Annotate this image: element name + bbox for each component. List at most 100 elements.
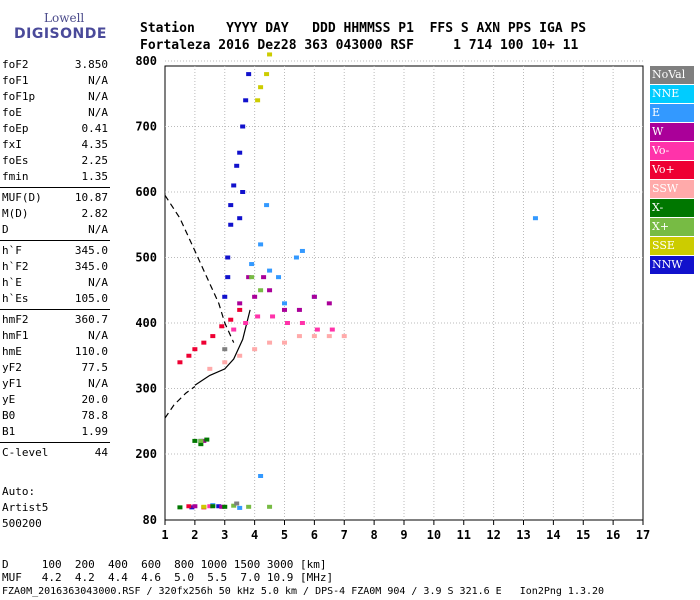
data-point-sse (267, 52, 273, 57)
param-label: foEs (2, 154, 29, 167)
profile-trace-dashed (164, 386, 196, 419)
data-point-w (326, 301, 332, 306)
data-point-nnw (222, 294, 228, 299)
y-tick-label: 800 (135, 54, 157, 68)
header-line-1: Station YYYY DAY DDD HHMMSS P1 FFS S AXN… (140, 21, 587, 36)
data-point-vo- (231, 327, 237, 332)
x-tick-label: 17 (636, 528, 650, 542)
data-point-x- (246, 504, 252, 509)
y-tick-label: 400 (135, 316, 157, 330)
param-value: 360.7 (74, 313, 108, 326)
x-tick-label: 8 (371, 528, 378, 542)
data-point-x- (198, 438, 204, 443)
y-tick-label: 600 (135, 185, 157, 199)
data-point-vo- (314, 327, 320, 332)
legend-item-vo-: Vo+ (650, 161, 694, 179)
parameters-panel: foF2 3.850 foF1 N/A foF1p N/A foE N/A foEp 0.41 fx… (0, 57, 110, 461)
data-point-x- (198, 442, 204, 447)
x-tick-label: 12 (486, 528, 500, 542)
param-value: 10.87 (74, 191, 108, 204)
legend-item-noval: NoVal (650, 66, 694, 84)
data-point-ssw (237, 353, 243, 358)
param-label: yF2 (2, 361, 22, 374)
param-row: hmF2 360.7 (0, 312, 110, 328)
data-point-nnw (240, 190, 246, 194)
data-point-ssw (267, 340, 273, 345)
x-tick-label: 16 (606, 528, 620, 542)
data-point-sse (201, 504, 207, 509)
param-label: h`F2 (2, 260, 29, 273)
data-point-nnw (243, 98, 249, 103)
param-label: MUF(D) (2, 191, 42, 204)
param-row: D N/A (0, 222, 110, 238)
param-value: 1.35 (81, 170, 109, 183)
data-point-e (258, 242, 264, 247)
data-point-w (237, 301, 243, 306)
data-point-ssw (341, 334, 347, 339)
data-point-vo- (192, 347, 198, 352)
x-tick-label: 7 (341, 528, 348, 542)
data-point-vo- (329, 327, 335, 332)
param-value: N/A (88, 377, 108, 390)
param-row: foE N/A (0, 105, 110, 121)
param-label: foF2 (2, 58, 29, 71)
data-point-nnw (216, 504, 222, 509)
x-tick-label: 13 (516, 528, 530, 542)
param-row: B0 78.8 (0, 408, 110, 424)
data-point-e (258, 474, 264, 478)
param-divider (0, 187, 110, 188)
profile-trace-solid (194, 309, 251, 386)
data-point-e (276, 275, 282, 280)
param-row: foF1p N/A (0, 89, 110, 105)
param-value: 44 (94, 446, 108, 459)
param-row: foF2 3.850 (0, 57, 110, 73)
data-point-w (282, 307, 287, 312)
param-row: C-level 44 (0, 445, 110, 461)
param-value: 1.99 (81, 425, 109, 438)
param-row: M(D) 2.82 (0, 206, 110, 222)
param-value: 110.0 (74, 345, 108, 358)
legend-item-ssw: SSW (650, 180, 694, 198)
param-row: h`Es 105.0 (0, 291, 110, 307)
data-point-e (293, 255, 299, 260)
y-tick-label: 900 (135, 0, 157, 3)
legend-item-vo-: Vo- (650, 142, 694, 160)
param-row: h`F2 345.0 (0, 259, 110, 275)
data-point-w (219, 504, 225, 509)
data-point-ssw (222, 360, 228, 365)
data-point-ssw (282, 340, 287, 345)
data-point-w (246, 275, 252, 280)
param-label: hmE (2, 345, 22, 358)
param-row: h`F 345.0 (0, 243, 110, 259)
muf-table: D 100 200 400 600 800 1000 1500 3000 [km… (2, 558, 333, 584)
data-point-vo- (255, 314, 261, 319)
param-value: 20.0 (81, 393, 109, 406)
param-label: C-level (2, 446, 49, 459)
param-label: fxI (2, 138, 22, 151)
x-tick-label: 14 (546, 528, 560, 542)
param-divider (0, 309, 110, 310)
data-point-nnw (225, 275, 231, 280)
data-point-e (249, 262, 255, 267)
param-label: h`Es (2, 292, 29, 305)
polarization-legend: NoVal NNE E W Vo- Vo+ SSW X- X+ SSE NNW (650, 66, 694, 275)
y-tick-label: 700 (135, 120, 157, 134)
data-point-nnw (231, 183, 237, 188)
footer-info: FZA0M_2016363043000.RSF / 320fx256h 50 k… (2, 586, 605, 597)
data-point-x- (222, 504, 228, 509)
data-point-nnw (240, 124, 246, 129)
data-point-vo- (243, 321, 249, 325)
data-point-w (192, 504, 198, 509)
param-label: yE (2, 393, 16, 406)
data-point-nnw (228, 203, 234, 208)
data-point-vo- (201, 340, 207, 345)
data-point-vo- (186, 504, 192, 509)
legend-item-sse: SSE (650, 237, 694, 255)
digisonde-logo: Lowell DIGISONDE (4, 8, 124, 48)
param-value: N/A (88, 276, 108, 289)
param-row: yE 20.0 (0, 392, 110, 408)
data-point-w (261, 275, 267, 280)
x-tick-label: 3 (221, 528, 228, 542)
param-label: foF1 (2, 74, 29, 87)
